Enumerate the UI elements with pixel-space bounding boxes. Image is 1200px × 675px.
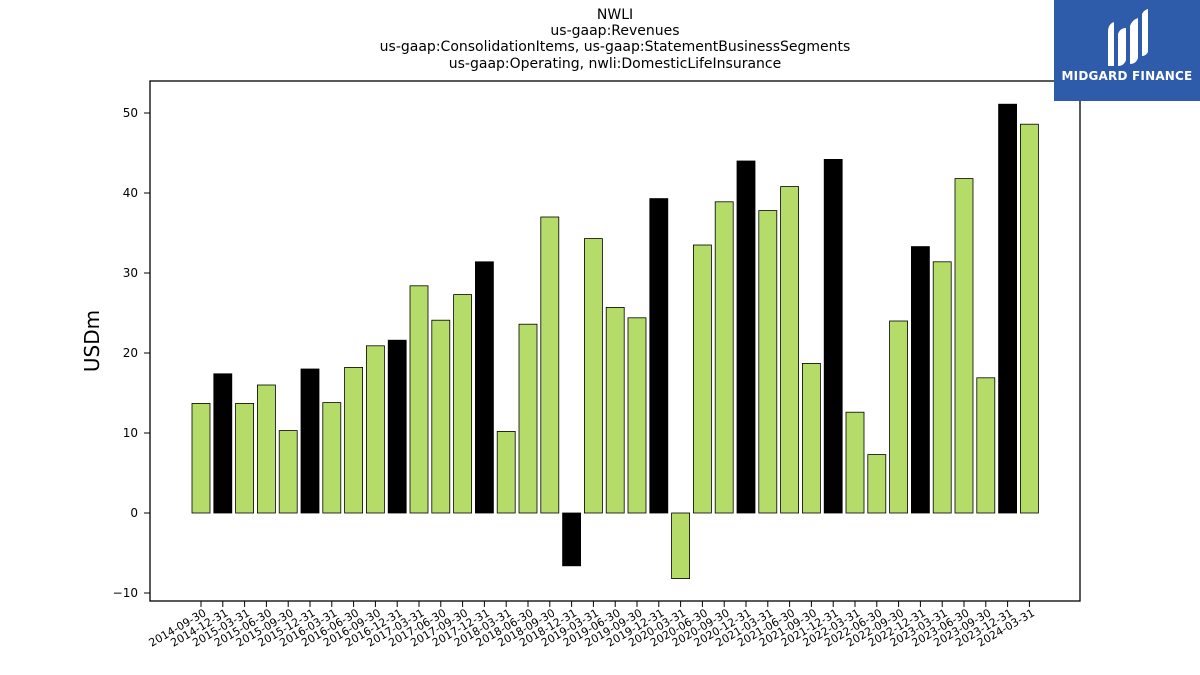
bar-2016-06-30 bbox=[344, 366, 364, 514]
bar-2021-09-30 bbox=[802, 362, 821, 514]
bar-2015-06-30 bbox=[256, 384, 276, 514]
bar-2019-09-30 bbox=[627, 317, 647, 514]
bar-2022-12-31 bbox=[911, 246, 930, 514]
bar-2023-09-30 bbox=[976, 377, 996, 514]
bar-2023-03-31 bbox=[932, 261, 952, 514]
y-tick-label: 30 bbox=[123, 266, 138, 280]
y-tick-label: −10 bbox=[113, 586, 138, 600]
bar-2019-12-31 bbox=[649, 198, 669, 514]
chart-title-line-2: us-gaap:Revenues bbox=[550, 23, 680, 39]
bar-2016-03-31 bbox=[322, 402, 342, 514]
bar-2017-12-31 bbox=[474, 261, 494, 514]
bar-2015-12-31 bbox=[300, 368, 320, 514]
bar-2021-03-31 bbox=[758, 210, 778, 514]
bar-2017-03-31 bbox=[409, 285, 429, 514]
y-tick-label: 10 bbox=[123, 426, 138, 440]
bar-2015-09-30 bbox=[278, 430, 298, 514]
midgard-logo-icon bbox=[1108, 9, 1148, 66]
bar-2014-12-31 bbox=[213, 373, 233, 514]
bar-2022-06-30 bbox=[867, 454, 887, 514]
bars-group bbox=[191, 103, 1039, 579]
bar-2020-12-31 bbox=[736, 160, 756, 514]
bar-2024-03-31 bbox=[1020, 123, 1039, 514]
bar-2014-09-30 bbox=[191, 402, 211, 514]
bar-2021-12-31 bbox=[823, 158, 843, 514]
bar-2015-03-31 bbox=[235, 402, 255, 514]
bar-2021-06-30 bbox=[780, 186, 799, 514]
y-axis-label: USDm bbox=[80, 310, 104, 372]
bar-2018-09-30 bbox=[540, 216, 560, 514]
chart-title-line-3: us-gaap:ConsolidationItems, us-gaap:Stat… bbox=[379, 39, 851, 55]
bar-2016-12-31 bbox=[387, 339, 407, 514]
midgard-finance-logo: MIDGARD FINANCE bbox=[1054, 0, 1200, 101]
bar-2023-12-31 bbox=[998, 103, 1017, 514]
bar-2018-12-31 bbox=[562, 512, 581, 567]
bar-2020-06-30 bbox=[693, 244, 712, 514]
bar-2020-09-30 bbox=[714, 201, 734, 514]
bar-2018-03-31 bbox=[496, 430, 516, 514]
chart-title-line-4: us-gaap:Operating, nwli:DomesticLifeInsu… bbox=[448, 56, 782, 72]
chart-title-line-1: NWLI bbox=[596, 7, 634, 23]
bar-2020-03-31 bbox=[671, 512, 690, 579]
y-tick-label: 20 bbox=[123, 346, 138, 360]
logo-text: MIDGARD FINANCE bbox=[1061, 69, 1193, 83]
y-tick-label: 50 bbox=[123, 106, 138, 120]
y-axis: −10 0 10 20 30 40 50 bbox=[113, 106, 150, 600]
bar-2019-03-31 bbox=[584, 238, 603, 514]
bar-2019-06-30 bbox=[605, 306, 625, 514]
bar-2016-09-30 bbox=[365, 345, 385, 514]
y-tick-label: 40 bbox=[123, 186, 138, 200]
y-tick-label: 0 bbox=[130, 506, 138, 520]
bar-2023-06-30 bbox=[954, 178, 974, 514]
bar-2018-06-30 bbox=[518, 323, 538, 514]
bar-2022-09-30 bbox=[889, 320, 908, 514]
x-axis: 2014-09-302014-12-312015-03-312015-06-30… bbox=[147, 601, 1037, 650]
bar-2022-03-31 bbox=[845, 411, 865, 514]
bar-2017-09-30 bbox=[453, 294, 473, 514]
bar-2017-06-30 bbox=[431, 319, 451, 514]
